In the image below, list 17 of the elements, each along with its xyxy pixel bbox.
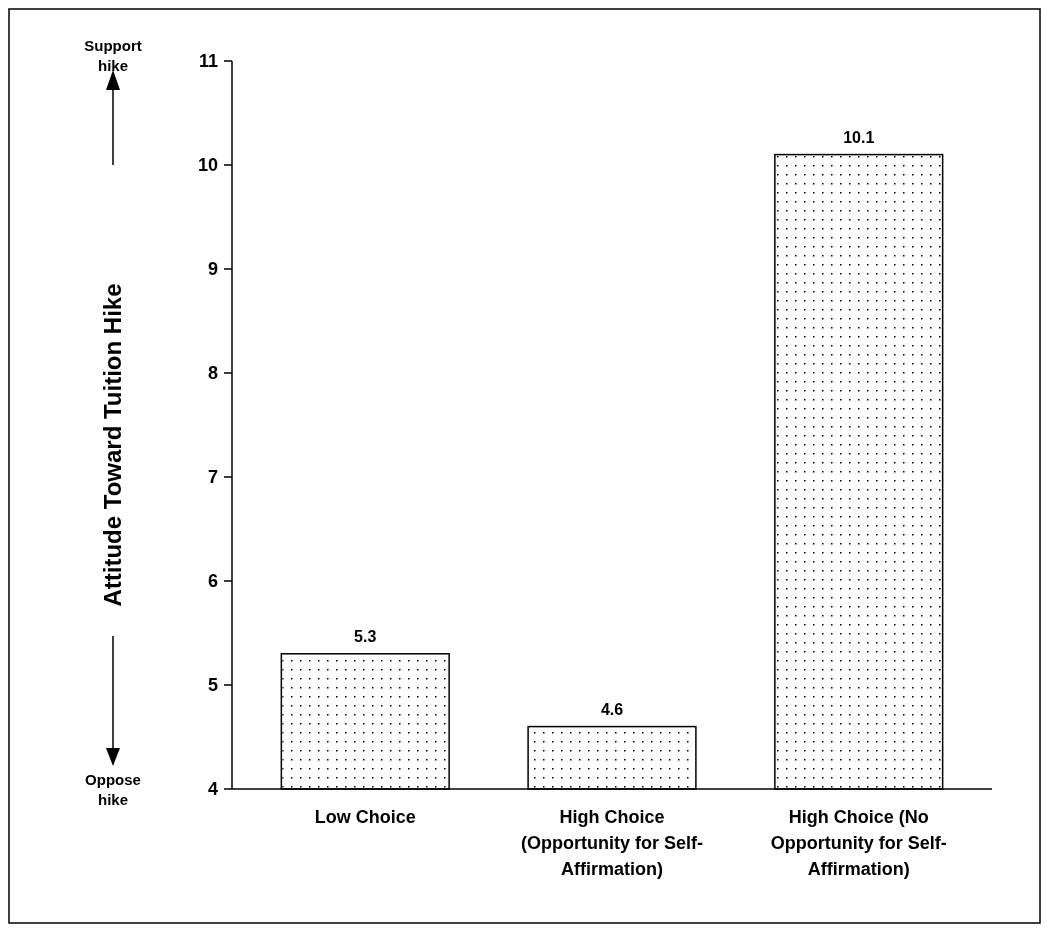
y-tick-label: 6	[207, 571, 218, 592]
data-label: 10.1	[843, 128, 875, 146]
data-label: 5.3	[354, 627, 377, 645]
y-tick-label: 4	[207, 779, 218, 800]
y-tick-label: 8	[207, 363, 218, 384]
x-tick-label: High Choice (Opportunity for Self-Affirmation)	[521, 807, 703, 879]
y-tick-label: 9	[207, 259, 218, 280]
x-tick-label: High Choice (No Opportunity for Self-Affirmation)	[770, 807, 947, 879]
y-axis-title: Attitude Toward Tuition Hike	[99, 283, 126, 607]
text: Oppose hike	[85, 771, 141, 808]
y-tick-label: 11	[198, 51, 218, 72]
data-label: 4.6	[600, 700, 624, 718]
x-tick-label: Low Choice	[314, 807, 416, 827]
y-tick-label: 10	[197, 155, 218, 176]
text: Support hike	[84, 37, 142, 74]
y-tick-label: 5	[207, 675, 218, 696]
y-tick-label: 7	[207, 467, 218, 488]
